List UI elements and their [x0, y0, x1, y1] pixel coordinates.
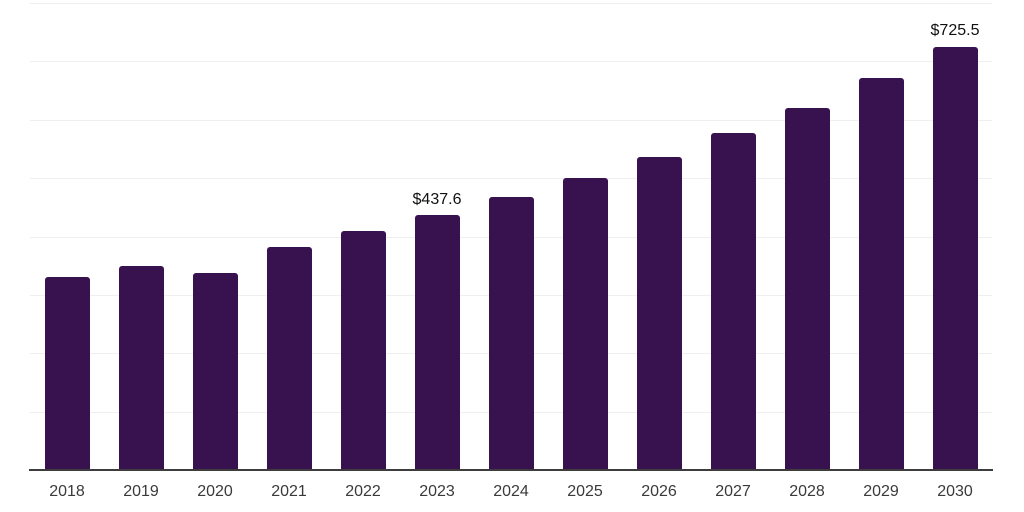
x-tick-2021: 2021 — [271, 483, 307, 500]
x-tick-2018: 2018 — [49, 483, 85, 500]
bar-2028[interactable] — [784, 108, 830, 470]
x-tick-2026: 2026 — [641, 483, 677, 500]
bar-2024[interactable] — [488, 196, 534, 470]
bar-2022[interactable] — [340, 231, 386, 470]
x-tick-2023: 2023 — [419, 483, 455, 500]
x-tick-2030: 2030 — [937, 483, 973, 500]
x-tick-2025: 2025 — [567, 483, 603, 500]
gridline — [30, 61, 992, 63]
x-tick-2024: 2024 — [493, 483, 529, 500]
bar-2018[interactable] — [44, 277, 90, 470]
bar-2019[interactable] — [118, 265, 164, 470]
x-axis-line — [29, 469, 993, 471]
gridline — [30, 178, 992, 180]
x-axis-labels: 2018 2019 2020 2021 2022 2023 2024 2025 2026 2027… — [30, 483, 992, 505]
bar-2029[interactable] — [858, 77, 904, 470]
bar-2030[interactable] — [932, 46, 978, 470]
bar-value-label-2023: $437.6 — [412, 190, 462, 208]
bar-2026[interactable] — [636, 156, 682, 470]
bar-2023[interactable] — [414, 214, 460, 470]
x-tick-2022: 2022 — [345, 483, 381, 500]
x-tick-2019: 2019 — [123, 483, 159, 500]
gridline — [30, 3, 992, 4]
plot-area: $437.6 $725.5 — [30, 3, 992, 470]
bar-2021[interactable] — [266, 247, 312, 470]
bar-value-label-2030: $725.5 — [930, 22, 980, 40]
bar-2025[interactable] — [562, 178, 608, 470]
bar-2027[interactable] — [710, 132, 756, 470]
x-tick-2029: 2029 — [863, 483, 899, 500]
x-tick-2028: 2028 — [789, 483, 825, 500]
gridline — [30, 119, 992, 121]
x-tick-2020: 2020 — [197, 483, 233, 500]
bar-2020[interactable] — [192, 273, 238, 470]
x-tick-2027: 2027 — [715, 483, 751, 500]
